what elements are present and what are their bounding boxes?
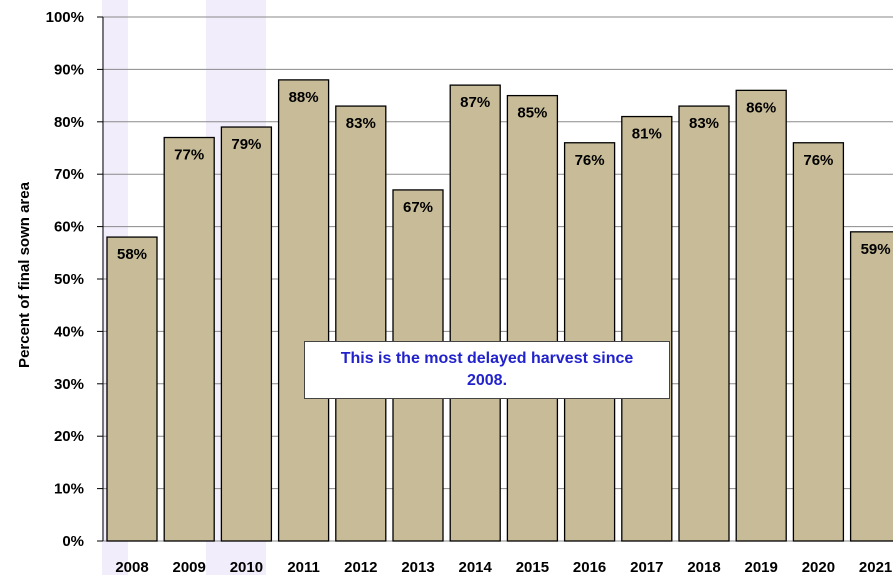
data-label: 87%	[460, 94, 490, 111]
data-label: 88%	[289, 89, 319, 106]
data-label: 85%	[517, 105, 547, 122]
data-label: 83%	[346, 115, 376, 132]
x-tick-label: 2012	[344, 559, 377, 575]
x-tick-label: 2013	[401, 559, 434, 575]
bar	[678, 105, 730, 542]
data-label: 81%	[632, 126, 662, 143]
data-label: 77%	[174, 147, 204, 164]
y-axis-label: Percent of final sown area	[16, 181, 33, 368]
bar	[449, 84, 501, 542]
data-label: 67%	[403, 199, 433, 216]
y-tick-label: 100%	[46, 9, 84, 26]
y-tick-label: 10%	[54, 481, 84, 498]
data-label: 76%	[575, 152, 605, 169]
bar	[277, 79, 330, 542]
y-tick-label: 70%	[54, 166, 84, 183]
y-tick-label: 60%	[54, 219, 84, 236]
y-tick-labels: 0% 10% 20% 30% 40% 50% 60% 70% 80% 90% 100%	[46, 9, 84, 550]
data-label: 83%	[689, 115, 719, 132]
bar	[220, 126, 273, 542]
bars	[106, 79, 893, 542]
data-label: 86%	[746, 99, 776, 116]
data-label: 79%	[231, 136, 261, 153]
x-tick-labels: 2008 2009 2010 2011 2012 2013 2014 2015 2016 2017…	[115, 559, 892, 575]
bar	[506, 94, 559, 542]
x-tick-label: 2014	[459, 559, 493, 575]
bar	[735, 89, 787, 542]
x-tick-label: 2010	[230, 559, 263, 575]
bar	[849, 231, 893, 542]
y-tick-label: 50%	[54, 271, 84, 288]
x-tick-label: 2015	[516, 559, 549, 575]
data-label: 59%	[861, 241, 891, 258]
bar	[106, 236, 158, 542]
annotation-callout: This is the most delayed harvest since 2…	[304, 341, 670, 399]
data-label: 76%	[803, 152, 833, 169]
y-tick-label: 30%	[54, 376, 84, 393]
x-tick-label: 2019	[745, 559, 778, 575]
y-tick-label: 0%	[62, 533, 84, 550]
x-tick-label: 2009	[173, 559, 206, 575]
bar	[621, 115, 673, 542]
bar	[163, 136, 215, 542]
x-tick-label: 2021	[859, 559, 892, 575]
x-tick-label: 2020	[802, 559, 835, 575]
data-labels: 58% 77% 79% 88% 83% 67% 87% 85% 76% 81% 83% 86% 76% 5…	[117, 89, 891, 263]
x-tick-label: 2011	[287, 559, 320, 575]
x-tick-label: 2008	[115, 559, 148, 575]
x-tick-label: 2016	[573, 559, 606, 575]
y-tick-label: 20%	[54, 428, 84, 445]
bar	[335, 105, 387, 542]
data-label: 58%	[117, 246, 147, 263]
y-tick-label: 90%	[54, 61, 84, 78]
x-tick-label: 2018	[687, 559, 720, 575]
x-tick-label: 2017	[630, 559, 663, 575]
y-tick-label: 40%	[54, 323, 84, 340]
bar	[792, 142, 845, 542]
y-tick-label: 80%	[54, 114, 84, 131]
